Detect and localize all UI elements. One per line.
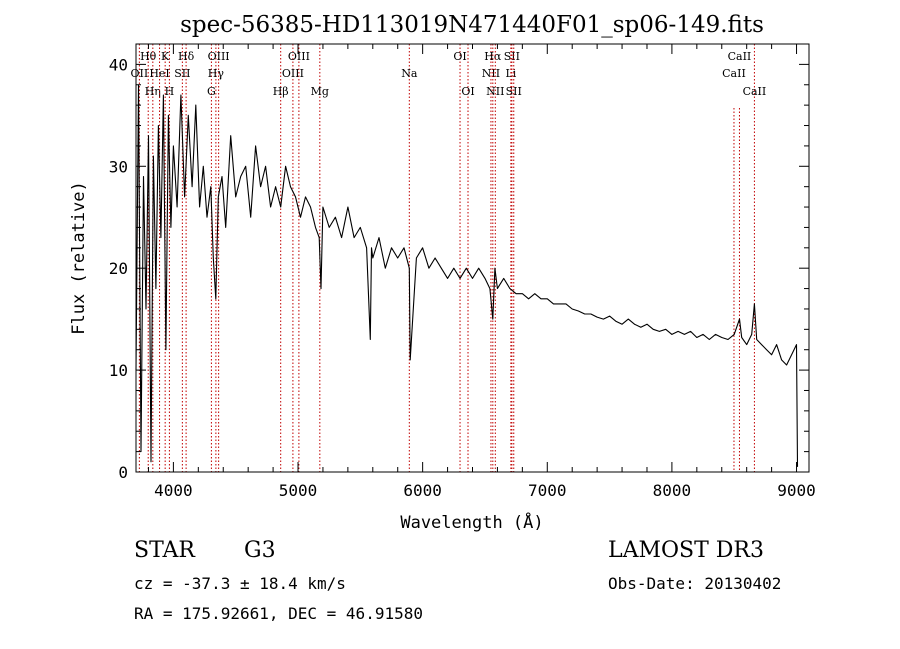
x-tick-label-5: 9000 xyxy=(777,481,816,500)
x-tick-label-4: 8000 xyxy=(653,481,692,500)
object-class: STAR xyxy=(134,538,195,563)
spectral-line-label-20: NII xyxy=(486,85,504,98)
spectral-line-label-23: SII xyxy=(506,85,522,98)
coordinates: RA = 175.92661, DEC = 46.91580 xyxy=(134,604,423,623)
spectral-line-label-22: SII xyxy=(504,50,520,63)
spectral-line-label-17: OI xyxy=(461,85,474,98)
x-tick-label-0: 4000 xyxy=(154,481,193,500)
spectral-lines: OII Hθ Hη HeI K H SII Hδ G Hγ OIII Hβ OIII OIII Mg Na OI… xyxy=(131,44,767,472)
x-tick-label-3: 7000 xyxy=(528,481,567,500)
spectral-line-label-0: OII xyxy=(131,67,149,80)
spectral-line-label-19: Hα xyxy=(484,50,502,63)
spectral-line-label-9: Hγ xyxy=(208,67,225,80)
spectral-line-label-26: CaII xyxy=(743,85,767,98)
spectral-line-label-10: OIII xyxy=(208,50,230,63)
spectral-line-label-13: OIII xyxy=(288,50,310,63)
y-tick-label-2: 20 xyxy=(109,259,128,278)
plot-frame xyxy=(135,43,810,473)
spectral-line-label-5: H xyxy=(165,85,175,98)
y-tick-label-4: 40 xyxy=(109,55,128,74)
spectral-line-label-12: OIII xyxy=(282,67,304,80)
redshift-velocity: cz = -37.3 ± 18.4 km/s xyxy=(134,574,346,593)
spectrum-line-flux xyxy=(135,84,799,467)
spectral-line-label-7: Hδ xyxy=(178,50,195,63)
spectral-line-label-18: NII xyxy=(482,67,500,80)
object-subclass: G3 xyxy=(244,538,276,563)
axes: 4000 5000 6000 7000 8000 9000 0 10 20 30 40 xyxy=(109,43,816,500)
spectral-line-label-1: Hθ xyxy=(140,50,157,63)
survey-name: LAMOST DR3 xyxy=(608,538,764,563)
spectral-line-label-3: HeI xyxy=(149,67,169,80)
y-tick-label-3: 30 xyxy=(109,157,128,176)
chart-title: spec-56385-HD113019N471440F01_sp06-149.f… xyxy=(180,12,764,38)
observation-date: Obs-Date: 20130402 xyxy=(608,574,782,593)
x-tick-label-2: 6000 xyxy=(403,481,442,500)
spectral-line-label-24: CaII xyxy=(722,67,746,80)
spectral-line-label-6: SII xyxy=(174,67,190,80)
x-tick-label-1: 5000 xyxy=(279,481,318,500)
x-axis-label: Wavelength (Å) xyxy=(400,511,543,533)
spectral-line-label-25: CaII xyxy=(728,50,752,63)
spectrum-series xyxy=(135,84,799,467)
spectral-line-label-11: Hβ xyxy=(273,85,289,98)
y-tick-label-1: 10 xyxy=(109,361,128,380)
y-tick-label-0: 0 xyxy=(118,463,128,482)
spectral-line-label-21: Li xyxy=(505,67,516,80)
y-axis-label: Flux (relative) xyxy=(69,181,89,335)
spectral-line-label-8: G xyxy=(207,85,216,98)
spectral-line-label-16: OI xyxy=(453,50,466,63)
spectral-line-label-4: K xyxy=(161,50,170,63)
spectral-line-label-2: Hη xyxy=(145,85,161,98)
spectral-line-label-14: Mg xyxy=(311,85,329,98)
spectral-line-label-15: Na xyxy=(401,67,418,80)
